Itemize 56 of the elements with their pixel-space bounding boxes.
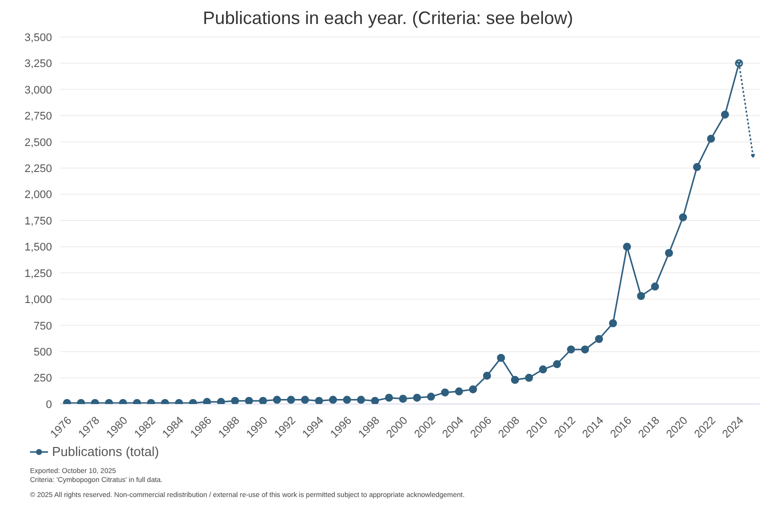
point	[301, 396, 309, 404]
y-tick-label: 1,250	[24, 268, 52, 280]
point	[357, 396, 365, 404]
legend-label: Publications (total)	[52, 444, 159, 459]
y-tick-label: 1,000	[24, 294, 52, 306]
point	[623, 242, 631, 251]
point	[637, 292, 645, 300]
y-tick-label: 0	[46, 398, 52, 411]
point	[679, 213, 687, 222]
point	[413, 394, 421, 402]
point	[399, 394, 407, 403]
point	[707, 134, 715, 143]
point	[455, 387, 463, 396]
y-tick-label: 750	[34, 320, 52, 332]
point	[511, 376, 519, 384]
y-tick-label: 2,750	[24, 110, 52, 123]
y-tick-label: 2,500	[24, 136, 52, 149]
point	[539, 365, 547, 374]
point	[315, 396, 323, 404]
point	[385, 394, 393, 402]
point	[693, 163, 701, 172]
point	[581, 345, 589, 354]
point	[609, 319, 617, 328]
point	[721, 110, 729, 119]
y-tick-label: 3,500	[24, 32, 52, 44]
y-tick-label: 250	[34, 372, 52, 385]
point	[203, 398, 211, 404]
point	[595, 334, 603, 343]
point	[483, 372, 491, 380]
point	[665, 249, 673, 258]
point	[525, 374, 533, 382]
point	[497, 354, 505, 362]
point	[329, 396, 337, 404]
point	[567, 345, 575, 354]
point	[273, 396, 281, 404]
point	[245, 396, 253, 404]
chart-title: Publications in each year. (Criteria: see below)	[202, 8, 574, 29]
point	[371, 396, 379, 404]
y-tick-label: 2,000	[24, 189, 52, 202]
point	[259, 396, 267, 404]
y-tick-label: 3,250	[24, 58, 52, 70]
point	[553, 360, 561, 368]
y-tick-label: 1,750	[24, 215, 52, 228]
y-tick-label: 1,500	[24, 242, 52, 254]
point	[469, 385, 477, 394]
y-tick-label: 2,250	[24, 162, 52, 175]
point	[287, 396, 295, 404]
point	[651, 282, 659, 291]
point	[427, 392, 435, 401]
point	[343, 396, 351, 404]
y-tick-label: 3,000	[24, 84, 52, 96]
point	[441, 388, 449, 396]
point	[231, 396, 239, 404]
y-tick-label: 500	[34, 346, 52, 358]
point	[750, 153, 756, 158]
point	[217, 398, 225, 404]
